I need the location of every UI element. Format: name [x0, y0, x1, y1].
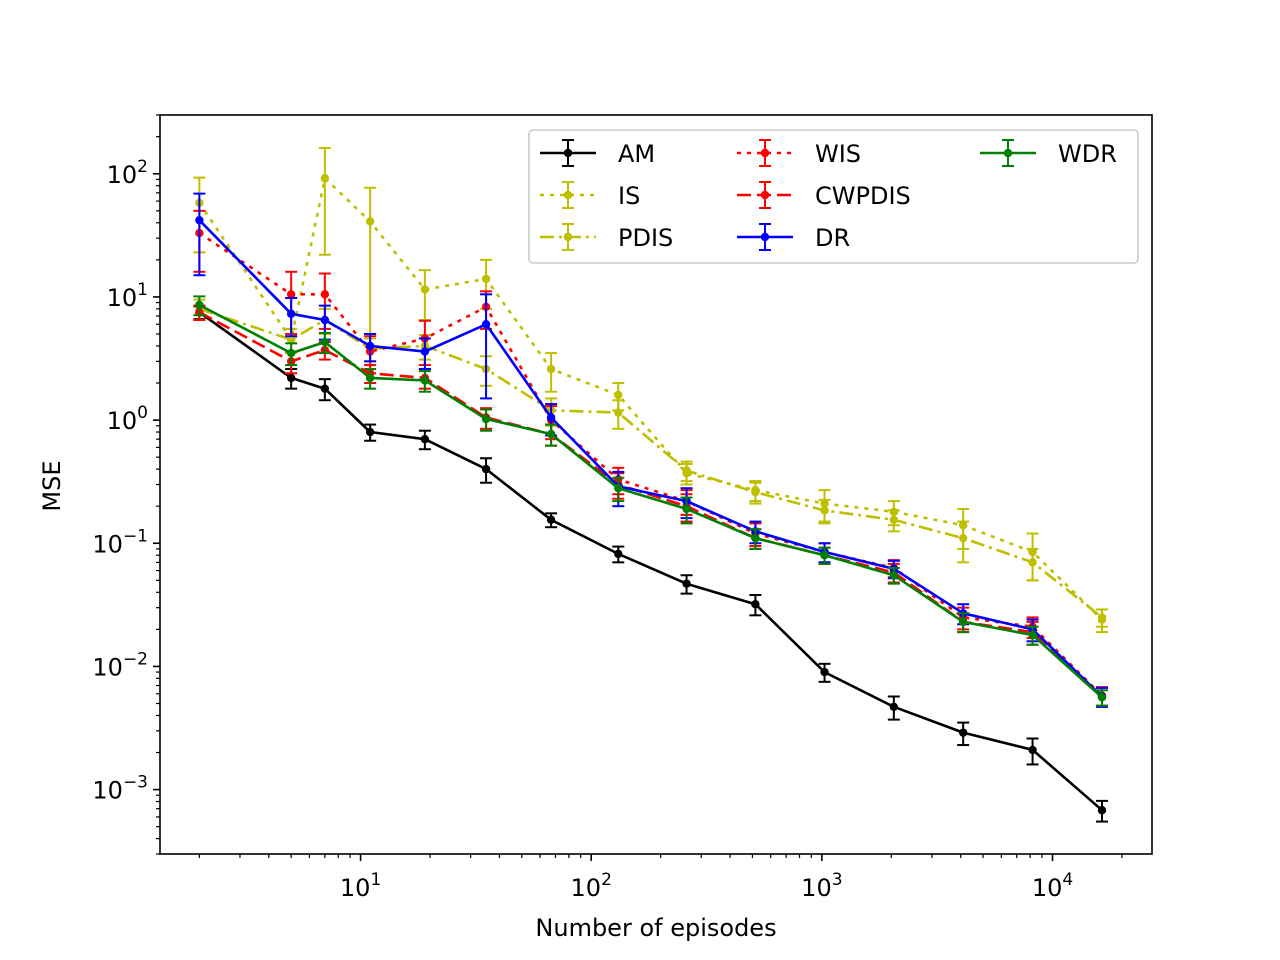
data-point	[1028, 558, 1037, 567]
data-point	[320, 337, 330, 347]
data-point	[320, 174, 330, 183]
legend-item-dr: DR	[737, 223, 850, 252]
legend-label: IS	[618, 182, 640, 210]
x-tick-label: 101	[340, 870, 381, 902]
data-point	[365, 373, 375, 383]
series-line	[198, 176, 1103, 621]
data-point	[195, 215, 204, 225]
legend-marker	[760, 148, 770, 158]
data-point	[820, 667, 829, 677]
data-point	[420, 376, 430, 385]
legend-label: AM	[618, 140, 655, 168]
series-area	[193, 146, 1108, 823]
data-point	[682, 579, 691, 588]
data-point	[286, 290, 296, 299]
y-tick-label: 101	[107, 280, 148, 312]
data-point	[286, 335, 296, 344]
data-point	[682, 466, 691, 475]
x-tick-label: 103	[801, 870, 842, 902]
data-point	[320, 315, 330, 325]
data-point	[1097, 613, 1107, 622]
data-point	[1097, 693, 1107, 702]
series-wdr	[193, 295, 1108, 707]
data-point	[420, 285, 430, 294]
data-point	[751, 600, 760, 609]
legend-item-am: AM	[540, 139, 655, 168]
legend-marker	[563, 148, 573, 158]
data-point	[286, 373, 296, 383]
data-point	[614, 483, 623, 493]
data-point	[286, 348, 296, 358]
data-point	[481, 414, 491, 424]
legend-marker	[563, 190, 573, 200]
data-point	[1097, 806, 1107, 815]
legend-label: WDR	[1058, 140, 1117, 168]
legend-marker	[760, 190, 770, 200]
data-point	[481, 464, 491, 474]
legend-item-wdr: WDR	[980, 139, 1117, 168]
data-point	[365, 341, 375, 351]
data-point	[286, 309, 296, 318]
data-point	[958, 533, 968, 543]
y-tick-label: 10−1	[92, 526, 148, 558]
data-point	[889, 702, 899, 712]
legend-label: WIS	[815, 140, 861, 168]
legend: AM IS PDIS WIS CWPDIS DR WDR	[528, 129, 1139, 264]
data-point	[751, 487, 760, 497]
legend-item-cwpdis: CWPDIS	[737, 181, 911, 210]
data-point	[820, 551, 829, 560]
data-point	[365, 427, 375, 437]
y-tick-label: 102	[107, 157, 148, 189]
data-point	[320, 290, 330, 299]
data-point	[751, 533, 760, 543]
data-point	[546, 364, 556, 374]
data-point	[614, 390, 623, 400]
y-tick-label: 100	[107, 403, 148, 435]
y-tick-label: 10−3	[92, 773, 148, 805]
legend-item-wis: WIS	[737, 139, 861, 168]
data-point	[420, 434, 430, 444]
legend-marker	[760, 232, 770, 242]
y-tick-label: 10−2	[92, 649, 148, 681]
y-axis-title: MSE	[38, 460, 66, 511]
data-point	[614, 408, 623, 417]
data-point	[614, 549, 623, 559]
data-point	[546, 413, 556, 422]
data-point	[320, 384, 330, 393]
data-point	[481, 320, 491, 329]
data-point	[889, 515, 899, 525]
legend-label: PDIS	[618, 224, 673, 252]
data-point	[481, 274, 491, 284]
data-point	[958, 617, 968, 627]
legend-label: CWPDIS	[815, 182, 911, 210]
legend-label: DR	[815, 224, 850, 252]
legend-marker	[563, 232, 573, 242]
x-tick-label: 104	[1032, 870, 1073, 902]
legend-item-pdis: PDIS	[540, 223, 673, 252]
data-point	[958, 728, 968, 737]
data-point	[546, 429, 556, 439]
data-point	[195, 300, 204, 310]
legend-item-is: IS	[540, 181, 640, 210]
data-point	[682, 504, 691, 514]
x-tick-label: 102	[571, 870, 612, 902]
data-point	[1028, 630, 1037, 640]
plot-area	[193, 146, 1108, 823]
data-point	[889, 571, 899, 580]
data-point	[1028, 745, 1037, 755]
legend-box	[528, 129, 1139, 264]
data-point	[365, 217, 375, 226]
data-point	[820, 506, 829, 515]
axis-ticks: 101 102 103 104 10−3 10−2 10−1 100 101 102	[92, 114, 1123, 902]
data-point	[546, 515, 556, 525]
x-axis-title: Number of episodes	[535, 914, 776, 942]
legend-marker	[1003, 148, 1013, 158]
data-point	[420, 347, 430, 356]
